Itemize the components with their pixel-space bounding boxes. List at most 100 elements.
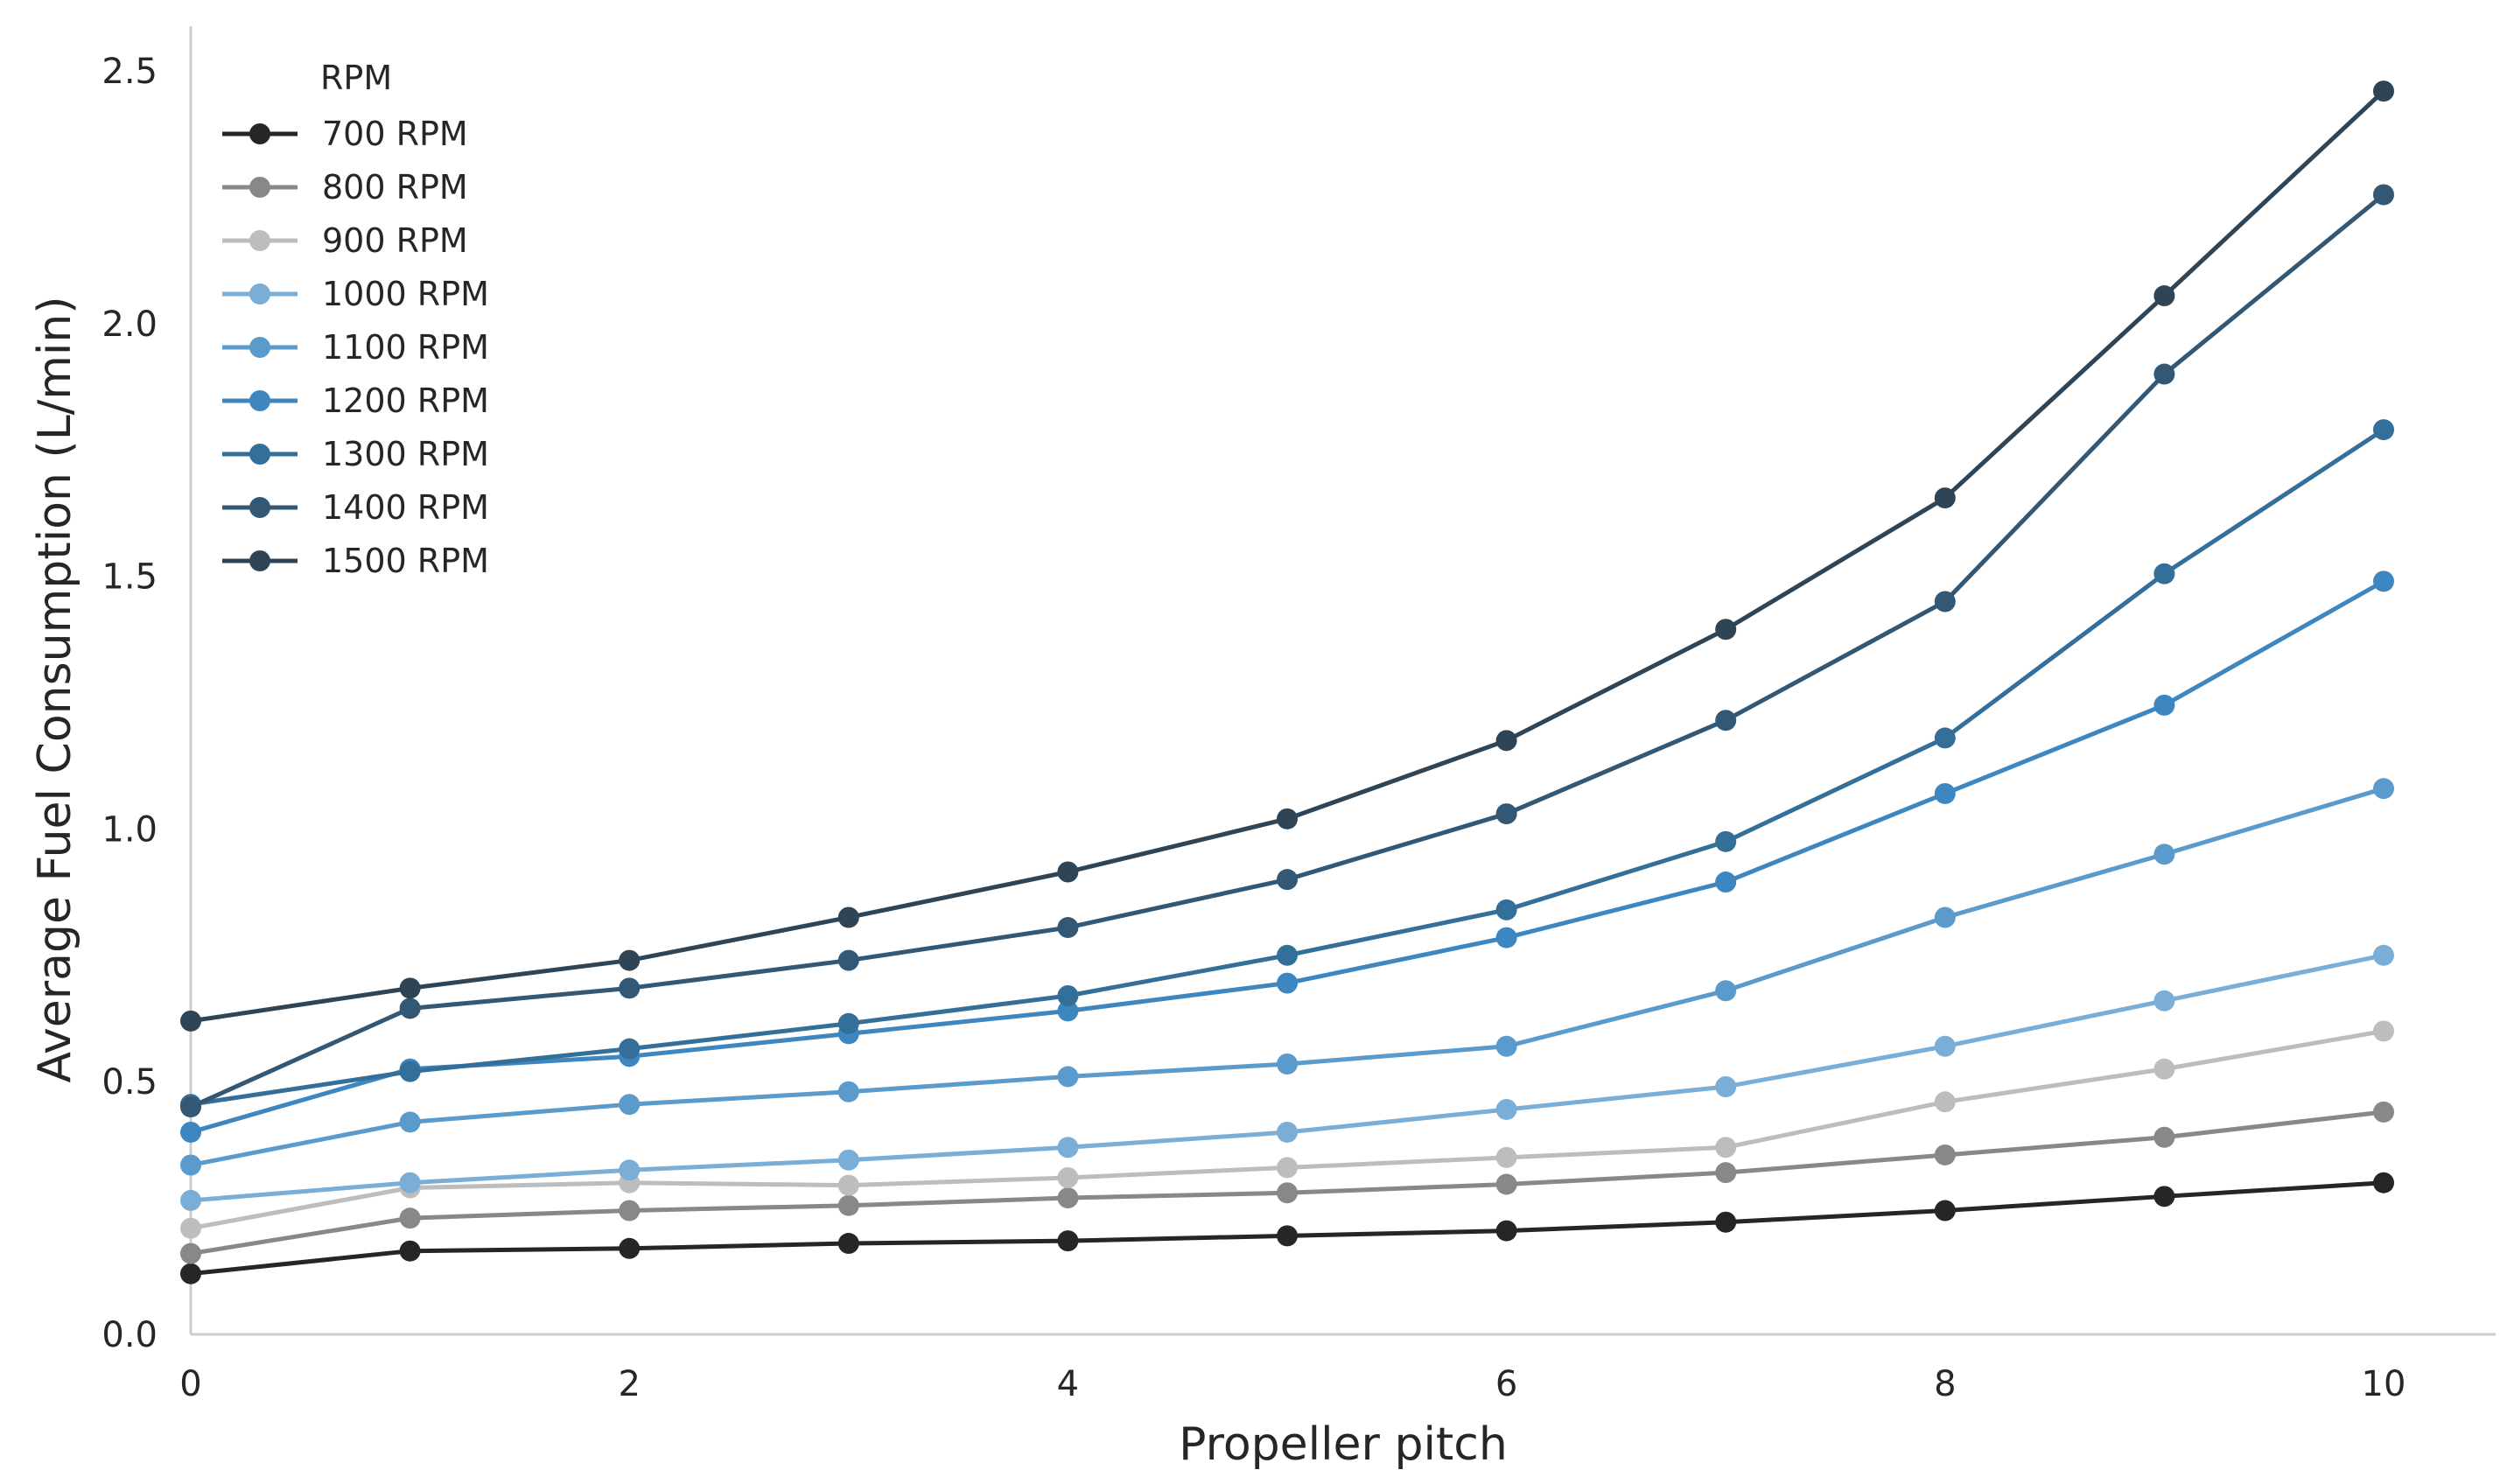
data-point xyxy=(1715,980,1737,1002)
data-point xyxy=(619,1038,641,1060)
data-point xyxy=(619,949,641,971)
data-point xyxy=(2373,944,2394,966)
y-axis-title: Average Fuel Consumption (L/min) xyxy=(29,296,81,1082)
legend-label: 1100 RPM xyxy=(322,328,489,367)
legend-label: 900 RPM xyxy=(322,221,468,260)
data-point xyxy=(2153,990,2175,1012)
data-point xyxy=(2153,363,2175,385)
data-point xyxy=(1715,1211,1737,1233)
data-point xyxy=(1495,730,1517,752)
x-tick-label: 6 xyxy=(1495,1364,1517,1404)
legend-label: 1500 RPM xyxy=(322,542,489,580)
y-tick-label: 1.0 xyxy=(102,809,158,850)
data-point xyxy=(399,998,421,1019)
data-point xyxy=(180,1189,201,1211)
data-point xyxy=(1715,619,1737,640)
legend-item: 1400 RPM xyxy=(222,488,489,527)
legend-item: 1200 RPM xyxy=(222,382,489,420)
legend-item: 1500 RPM xyxy=(222,542,489,580)
series-layer xyxy=(180,80,2394,1284)
data-point xyxy=(1715,1075,1737,1097)
x-tick-label: 8 xyxy=(1934,1364,1956,1404)
data-point xyxy=(619,977,641,999)
data-point xyxy=(1277,1121,1298,1143)
legend-label: 1200 RPM xyxy=(322,382,489,420)
series-700-rpm xyxy=(180,1172,2394,1284)
data-point xyxy=(1715,830,1737,852)
legend-item: 1000 RPM xyxy=(222,275,489,313)
legend-label: 1000 RPM xyxy=(322,275,489,313)
legend-marker xyxy=(249,177,270,198)
legend-item: 1300 RPM xyxy=(222,435,489,473)
data-point xyxy=(1057,1230,1079,1252)
legend-item: 1100 RPM xyxy=(222,328,489,367)
data-point xyxy=(1934,487,1956,509)
data-point xyxy=(1495,1146,1517,1168)
data-point xyxy=(1057,1066,1079,1088)
data-point xyxy=(1277,869,1298,891)
data-point xyxy=(180,1263,201,1284)
data-point xyxy=(2373,570,2394,592)
data-point xyxy=(1495,1173,1517,1195)
legend-label: 700 RPM xyxy=(322,115,468,153)
data-point xyxy=(1495,803,1517,825)
data-point xyxy=(1934,1035,1956,1057)
data-point xyxy=(1057,1187,1079,1209)
x-axis-title: Propeller pitch xyxy=(1179,1418,1508,1471)
data-point xyxy=(1057,917,1079,939)
data-point xyxy=(1495,899,1517,920)
data-point xyxy=(2373,1101,2394,1123)
data-point xyxy=(2373,80,2394,102)
data-point xyxy=(837,1149,859,1171)
data-point xyxy=(399,1172,421,1194)
data-point xyxy=(2153,1058,2175,1080)
data-point xyxy=(619,1200,641,1222)
data-point xyxy=(837,1194,859,1216)
series-line xyxy=(190,579,2385,1135)
legend-marker xyxy=(249,390,270,411)
data-point xyxy=(1715,1162,1737,1184)
data-point xyxy=(619,1237,641,1259)
data-point xyxy=(837,1012,859,1034)
y-tick-label: 0.0 xyxy=(102,1315,158,1355)
y-tick-label: 0.5 xyxy=(102,1062,158,1102)
legend-marker xyxy=(249,337,270,358)
data-point xyxy=(1277,1225,1298,1247)
data-point xyxy=(1277,808,1298,830)
legend-marker xyxy=(249,497,270,518)
data-point xyxy=(1277,1053,1298,1074)
data-point xyxy=(399,1208,421,1229)
legend-title: RPM xyxy=(320,59,392,97)
data-point xyxy=(1495,927,1517,948)
y-tick-labels: 0.0 0.5 1.0 1.5 2.0 2.5 xyxy=(102,52,158,1355)
data-point xyxy=(1495,1035,1517,1057)
series-line xyxy=(189,192,2385,1110)
series-1000-rpm xyxy=(180,944,2394,1211)
legend-marker xyxy=(249,230,270,251)
data-point xyxy=(2153,1126,2175,1148)
data-point xyxy=(1934,591,1956,612)
data-point xyxy=(180,1217,201,1239)
data-point xyxy=(1934,1144,1956,1166)
legend-label: 800 RPM xyxy=(322,168,468,206)
legend-marker xyxy=(249,123,270,144)
data-point xyxy=(2153,1186,2175,1208)
data-point xyxy=(837,1174,859,1196)
legend-item: 900 RPM xyxy=(222,221,468,260)
series-line xyxy=(190,428,2385,1107)
series-1100-rpm xyxy=(180,778,2394,1176)
y-tick-label: 2.0 xyxy=(102,304,158,345)
data-point xyxy=(1057,861,1079,883)
data-point xyxy=(619,1094,641,1116)
data-point xyxy=(1057,1000,1079,1022)
data-point xyxy=(1495,1220,1517,1242)
data-point xyxy=(1277,972,1298,994)
x-tick-label: 0 xyxy=(179,1364,201,1404)
data-point xyxy=(2153,694,2175,716)
series-1300-rpm xyxy=(180,419,2394,1116)
data-point xyxy=(1277,944,1298,966)
data-point xyxy=(1715,872,1737,893)
data-point xyxy=(2373,184,2394,206)
data-point xyxy=(1934,1091,1956,1113)
